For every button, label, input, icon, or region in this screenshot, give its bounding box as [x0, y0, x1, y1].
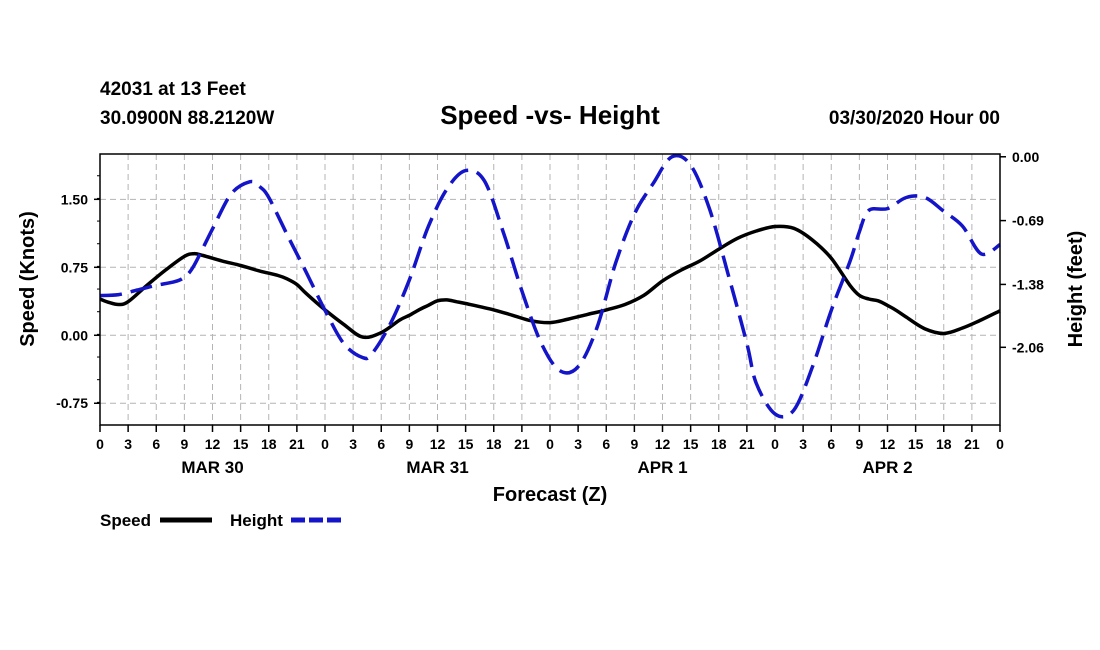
- x-tick-label: 9: [180, 436, 188, 452]
- series-lines: [99, 153, 1001, 419]
- left-tick-label: 0.75: [61, 259, 88, 275]
- x-tick-label: 0: [321, 436, 329, 452]
- x-tick-label: 18: [261, 436, 277, 452]
- location-label: 30.0900N 88.2120W: [100, 108, 274, 129]
- x-tick-label: 18: [711, 436, 727, 452]
- x-axis-label: Forecast (Z): [493, 484, 607, 506]
- x-tick-label: 15: [683, 436, 699, 452]
- x-tick-label: 3: [349, 436, 357, 452]
- x-tick-label: 15: [908, 436, 924, 452]
- x-tick-label: 21: [739, 436, 755, 452]
- x-tick-label: 12: [430, 436, 446, 452]
- grid-lines: [100, 154, 1000, 425]
- x-tick-label: 6: [152, 436, 160, 452]
- speed-series-line: [99, 224, 1001, 340]
- x-tick-label: 0: [96, 436, 104, 452]
- x-tick-label: 15: [458, 436, 474, 452]
- x-tick-label: 21: [964, 436, 980, 452]
- right-tick-label: -2.06: [1012, 339, 1044, 355]
- y-axis-ticks: 1.50 0.75 0.00 -0.75 0.00 -0.69 -1.38 -2.06: [56, 149, 1044, 411]
- x-tick-label: 0: [996, 436, 1004, 452]
- x-tick-label: 9: [855, 436, 863, 452]
- x-tick-label: 21: [514, 436, 530, 452]
- x-tick-label: 3: [799, 436, 807, 452]
- date-label: APR 2: [862, 458, 912, 477]
- left-tick-label: 0.00: [61, 327, 88, 343]
- x-tick-label: 6: [827, 436, 835, 452]
- date-label: APR 1: [637, 458, 687, 477]
- date-label: MAR 30: [181, 458, 243, 477]
- right-tick-label: -0.69: [1012, 213, 1044, 229]
- right-tick-label: 0.00: [1012, 149, 1039, 165]
- x-axis-ticks: 0 3 6 9 12 15 18 21 0 3 6 9 12 15 18 21 0 3 6 9 12 15 18 21 0 3 6 9…: [96, 425, 1004, 477]
- x-tick-label: 15: [233, 436, 249, 452]
- height-series-line: [99, 153, 1001, 419]
- left-tick-label: -0.75: [56, 395, 88, 411]
- chart-title: Speed -vs- Height: [440, 100, 660, 130]
- x-tick-label: 9: [630, 436, 638, 452]
- legend-speed-label: Speed: [100, 511, 151, 530]
- x-tick-label: 21: [289, 436, 305, 452]
- x-tick-label: 6: [602, 436, 610, 452]
- right-axis-label: Height (feet): [1065, 231, 1087, 348]
- left-axis-label: Speed (Knots): [17, 211, 39, 347]
- right-tick-label: -1.38: [1012, 276, 1044, 292]
- station-label: 42031 at 13 Feet: [100, 79, 246, 100]
- x-tick-label: 9: [405, 436, 413, 452]
- x-tick-label: 3: [574, 436, 582, 452]
- left-tick-label: 1.50: [61, 191, 88, 207]
- x-tick-label: 0: [546, 436, 554, 452]
- legend-height-label: Height: [230, 511, 283, 530]
- date-label: MAR 31: [406, 458, 468, 477]
- x-tick-label: 6: [377, 436, 385, 452]
- x-tick-label: 18: [486, 436, 502, 452]
- x-tick-label: 12: [880, 436, 896, 452]
- x-tick-label: 18: [936, 436, 952, 452]
- legend: Speed Height: [100, 511, 343, 530]
- forecast-datetime: 03/30/2020 Hour 00: [829, 108, 1000, 129]
- x-tick-label: 0: [771, 436, 779, 452]
- x-tick-label: 3: [124, 436, 132, 452]
- x-tick-label: 12: [205, 436, 221, 452]
- x-tick-label: 12: [655, 436, 671, 452]
